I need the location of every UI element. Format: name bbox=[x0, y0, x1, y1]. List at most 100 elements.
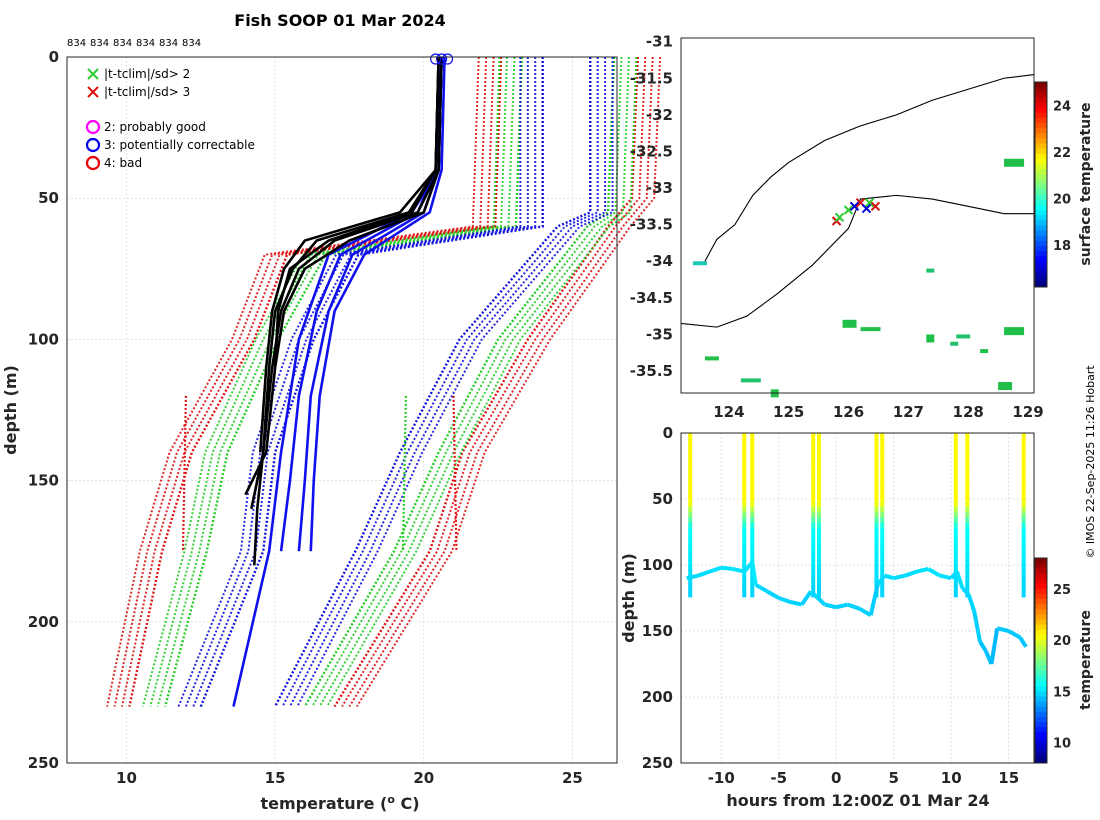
track-bottom-segment bbox=[750, 562, 758, 586]
legend-label: |t-tclim|/sd> 2 bbox=[104, 67, 190, 81]
track-cast-segment bbox=[880, 580, 885, 587]
track-cast-segment bbox=[816, 554, 821, 561]
track-cast-segment bbox=[742, 517, 747, 524]
figure-title: Fish SOOP 01 Mar 2024 bbox=[234, 11, 445, 30]
profile-ytick-label: 50 bbox=[38, 189, 59, 207]
track-cast-segment bbox=[965, 448, 970, 455]
colorbar-step bbox=[1035, 189, 1047, 196]
track-cast-segment bbox=[742, 559, 747, 566]
track-cast-segment bbox=[742, 570, 747, 577]
track-bottom-segment bbox=[955, 570, 965, 590]
black-profile-line bbox=[258, 56, 440, 453]
track-cast-segment bbox=[750, 469, 755, 476]
track-cast-segment bbox=[742, 586, 747, 593]
track-cast-segment bbox=[965, 475, 970, 482]
track-cast-segment bbox=[953, 528, 958, 535]
track-cast-segment bbox=[750, 506, 755, 513]
track-cast-segment bbox=[811, 538, 816, 545]
climatology-line bbox=[356, 56, 662, 708]
track-bottom-segment bbox=[824, 602, 837, 610]
track-cast-segment bbox=[880, 491, 885, 498]
climatology-line bbox=[121, 56, 495, 707]
colorbar-frame bbox=[1034, 81, 1048, 288]
track-cast-segment bbox=[742, 475, 747, 482]
track-cast-segment bbox=[953, 533, 958, 540]
track-cast-segment bbox=[742, 591, 747, 598]
colorbar-step bbox=[1035, 752, 1047, 759]
map-ytick-label: -35 bbox=[646, 325, 673, 343]
legend-x-marker bbox=[87, 68, 99, 80]
profile-ids: 834 834 834 834 834 834 bbox=[67, 38, 201, 49]
track-bottom-segment bbox=[876, 574, 887, 586]
track-cast-segment bbox=[811, 565, 816, 571]
colorbar-step bbox=[1035, 148, 1047, 155]
track-cast-segment bbox=[965, 506, 970, 513]
track-cast-segment bbox=[688, 480, 693, 487]
track-cast-segment bbox=[965, 517, 970, 524]
track-bottom-segment bbox=[1018, 636, 1028, 648]
climatology-line bbox=[318, 56, 630, 708]
climatology-line bbox=[289, 57, 607, 707]
climatology-line bbox=[141, 56, 501, 707]
profile-xlabel: temperature (o C) bbox=[260, 793, 419, 813]
colorbar-step bbox=[1035, 568, 1047, 574]
track-ytick-label: 50 bbox=[652, 490, 673, 508]
observation-marker bbox=[864, 197, 875, 208]
track-cast-segment bbox=[953, 469, 958, 476]
map-xtick-label: 127 bbox=[893, 403, 924, 421]
climatology-line bbox=[199, 57, 544, 707]
track-plot-area bbox=[681, 433, 1034, 763]
track-cast-segment bbox=[811, 454, 816, 461]
track-cast-segment bbox=[953, 591, 958, 598]
track-colorbar-tick: 20 bbox=[1053, 634, 1071, 649]
track-cast-segment bbox=[880, 433, 885, 439]
colorbar-step bbox=[1035, 593, 1047, 600]
track-cast-segment bbox=[880, 533, 885, 540]
track-cast-segment bbox=[750, 501, 755, 508]
climatology-line bbox=[274, 57, 592, 708]
track-cast-segment bbox=[953, 586, 958, 593]
colorbar-step bbox=[1035, 701, 1047, 708]
map-colorbar-tick: 22 bbox=[1053, 146, 1071, 161]
track-cast-segment bbox=[874, 448, 879, 455]
colorbar-step bbox=[1035, 194, 1047, 201]
map-ytick-label: -31.5 bbox=[630, 69, 673, 87]
track-cast-segment bbox=[1021, 512, 1026, 519]
track-cast-segment bbox=[880, 543, 885, 550]
colorbar-step bbox=[1035, 205, 1047, 211]
climatology-line bbox=[181, 395, 188, 552]
colorbar-step bbox=[1035, 102, 1047, 109]
colorbar-step bbox=[1035, 722, 1047, 728]
track-cast-segment bbox=[953, 448, 958, 455]
map-ticks: 124 125 126 127 128 129 -31 -31.5 -32 -32.5 -33 -33… bbox=[630, 33, 1044, 421]
track-cast-segment bbox=[965, 501, 970, 508]
track-cast-segment bbox=[811, 543, 816, 550]
track-bottom-segment bbox=[961, 587, 970, 596]
colorbar-step bbox=[1035, 558, 1047, 564]
track-cast-segment bbox=[688, 549, 693, 556]
track-cast-segment bbox=[965, 575, 970, 582]
climatology-line bbox=[452, 395, 458, 552]
track-xtick-label: 10 bbox=[941, 769, 962, 787]
climatology-line bbox=[348, 56, 654, 708]
track-cast-segment bbox=[874, 512, 879, 519]
track-cast-segment bbox=[953, 464, 958, 471]
map-colorbar-tick: 18 bbox=[1053, 239, 1071, 254]
track-cast-segment bbox=[742, 459, 747, 466]
colorbar-frame bbox=[1034, 557, 1048, 764]
track-cast-segment bbox=[880, 501, 885, 508]
colorbar-step bbox=[1035, 696, 1047, 702]
track-cast-segment bbox=[880, 538, 885, 545]
colorbar-step bbox=[1035, 82, 1047, 88]
track-cast-segment bbox=[816, 538, 821, 545]
colorbar-step bbox=[1035, 573, 1047, 579]
track-cast-segment bbox=[874, 528, 879, 535]
track-cast-segment bbox=[816, 543, 821, 550]
track-cast-segment bbox=[880, 475, 885, 482]
legend-label: 4: bad bbox=[104, 156, 142, 170]
map-colorbar-tick: 20 bbox=[1053, 192, 1071, 207]
profile-ytick-label: 150 bbox=[28, 472, 59, 490]
track-ytick-label: 200 bbox=[642, 688, 673, 706]
track-cast-segment bbox=[874, 433, 879, 439]
